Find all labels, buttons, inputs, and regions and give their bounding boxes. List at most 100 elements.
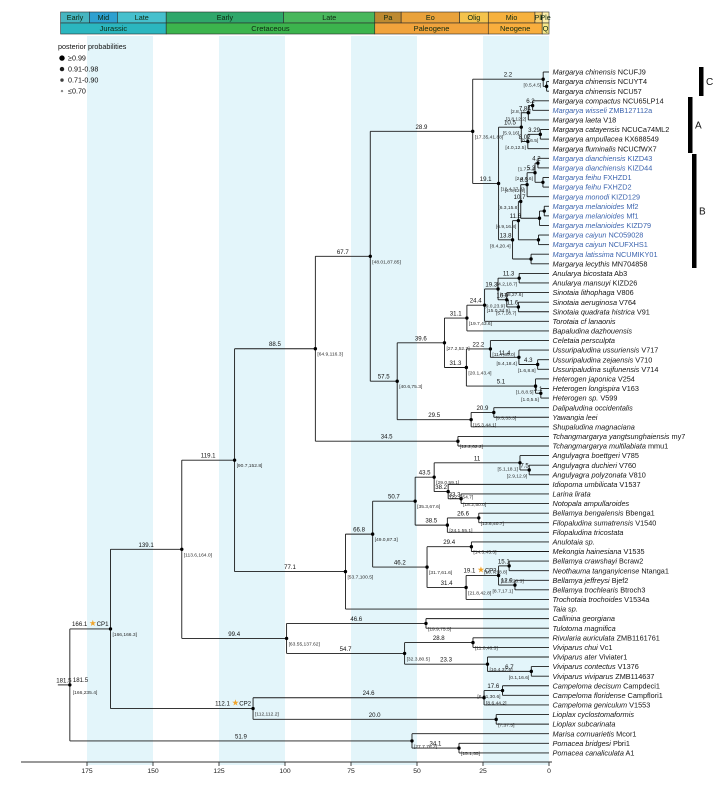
node-hpd-label: [9.0,23.9] [484,303,505,309]
tip-label: Bellamya bengalensis Bbenga1 [553,509,655,518]
node-age-label: 19.3 [485,281,497,288]
tip-label: Margarya feihu FXHZD2 [553,183,632,192]
node-dot [251,706,255,711]
node-age-label: 67.7 [337,249,349,256]
tip-label: Rivularia auriculata ZMB1161761 [553,633,660,642]
node-dot [482,303,487,307]
node-hpd-label: [8.4,20.4] [490,243,511,249]
tip-label: Viviparus chui Vc1 [553,643,613,652]
node-dot [496,287,500,291]
legend-item-label: 0.91-0.98 [68,65,98,74]
node-hpd-label: [11.8,27.6] [500,292,523,298]
node-hpd-label: [49.0,87.3] [375,537,399,543]
node-dot [526,111,531,115]
tip-label: Heterogen japonica V254 [553,374,635,383]
node-dot [519,199,523,204]
node-age-label: 38.5 [425,518,437,525]
node-hpd-label: [0.5,4.5] [524,83,542,89]
node-age-label: 5.1 [497,379,506,386]
geo-label: Mio [506,13,518,22]
geo-label: Olig [467,13,480,22]
node-hpd-label: [3.8,12.2] [506,116,527,122]
tip-label: Margarya wisseli ZMB127112a [553,106,654,115]
calibration-node-label: 112.1 ★CP2 [215,698,252,708]
tip-label: Anularya bicostata Ab3 [552,269,628,278]
node-dot [526,139,530,144]
node-hpd-label: [0.9,6.5] [521,138,539,144]
tip-label: Ussuripaludina ussuriensis V717 [553,346,659,355]
axis-tick-label: 75 [347,768,355,775]
clade-letter-label: B [699,207,706,218]
node-hpd-label: [1.6,8.8] [518,368,536,374]
clade-bars: C A B [688,67,713,268]
node-hpd-label: [166,235.4] [73,690,98,696]
tip-label: Lioplax subcarinata [553,720,616,729]
node-dot [518,461,522,465]
tip-label: Shupaludina magnaciana [553,422,635,431]
node-age-label: 13.8 [500,232,512,239]
node-hpd-label: [6.3,15.8] [498,205,519,211]
tip-label: Margarya dianchiensis KIZD43 [553,154,653,163]
node-hpd-label: [15.3,44.1] [473,423,497,429]
tip-label: Bapaludina dazhouensis [553,327,633,336]
node-age-label: 54.7 [340,646,352,653]
node-hpd-label: [27.7,76.2] [414,744,438,750]
node-dot [525,182,529,187]
tip-label: Idiopoma umbilicata V1537 [553,480,641,489]
node-age-label: 24.4 [470,298,482,305]
node-dot [533,170,537,175]
node-hpd-label: [10.7,18.8] [484,569,508,575]
node-hpd-label: [18.5,20.3] [501,578,525,584]
node-hpd-label: [22.1,54.7] [450,495,474,501]
node-dot [108,627,113,631]
tip-label: Sinotaia aeruginosa V764 [553,298,637,307]
node-age-label: 15.1 [498,558,510,565]
node-dot [464,585,468,590]
tip-label: Margarya caiyun NC059028 [553,231,644,240]
geo-label: Cretaceous [251,24,290,33]
posterior-legend: posterior probabilities ≥0.99 0.91-0.98 0.7… [58,42,127,96]
node-hpd-label: [32.3,80.5] [407,656,431,662]
tip-label: Campeloma floridense Campflori1 [553,691,663,700]
node-hpd-label: [31.7,61.6] [429,570,453,576]
node-dot [410,739,414,743]
node-age-label: 2.2 [504,72,513,79]
tip-label: Margarya chinensis NCUYT4 [553,77,648,86]
calibration-star-icon: ★ [89,618,97,628]
node-age-label: 39.6 [415,335,427,342]
tip-label: Anularya mansuyi KIZD26 [552,279,638,288]
node-age-label: 46.2 [394,560,406,567]
tip-label: Dalipaludina occidentalis [553,403,634,412]
geo-label: Paleogene [414,24,450,33]
tip-label: Yawangia leei [553,413,598,422]
node-age-label: 12.9 [501,578,513,585]
geo-label: Jurassic [100,24,128,33]
tip-label: Celetaia persculpta [553,336,615,345]
node-age-label: 88.5 [269,341,281,348]
node-hpd-label: [13.6,40.7] [481,521,505,527]
tip-label: Margarya laeta V18 [553,116,617,125]
node-age-label: 11.4 [499,350,511,357]
tip-label: Neothauma tanganyicense Ntanga1 [553,566,669,575]
calibration-node-label: 19.1 ★CP3 [464,564,498,574]
node-hpd-label: [2.4,8.6] [515,176,533,182]
node-dot [432,475,436,479]
node-hpd-label: [18.2,50.0] [463,502,487,508]
legend-dot-icon [59,66,65,72]
axis-tick-label: 150 [147,768,159,775]
tip-label: Margarya feihu FXHZD1 [553,173,632,182]
node-dot [180,547,184,551]
node-dot [477,516,481,520]
tip-label: Sinotaia lithophaga V806 [553,288,634,297]
geo-segment [541,22,550,35]
node-hpd-label: [11.7,39.0] [492,352,515,358]
node-hpd-label: [63.55,137.62] [289,641,321,647]
geo-label: Early [217,13,234,22]
root-age-label: 181.5 [73,677,89,684]
geo-label: Late [135,13,149,22]
node-hpd-label: [1.8,8.5] [516,390,534,396]
node-age-label: 17.6 [487,683,499,690]
tip-label: Margarya melanioides Mf2 [553,202,639,211]
